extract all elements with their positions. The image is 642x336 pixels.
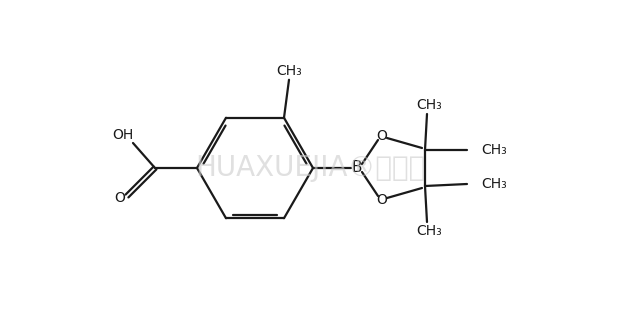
Text: B: B <box>352 161 362 175</box>
Text: O: O <box>377 129 387 143</box>
Text: HUAXUEJIA®化学加: HUAXUEJIA®化学加 <box>195 154 425 182</box>
Text: CH₃: CH₃ <box>481 177 507 191</box>
Text: CH₃: CH₃ <box>416 98 442 112</box>
Text: CH₃: CH₃ <box>416 224 442 238</box>
Text: O: O <box>377 193 387 207</box>
Text: CH₃: CH₃ <box>481 143 507 157</box>
Text: OH: OH <box>112 128 134 142</box>
Text: CH₃: CH₃ <box>276 64 302 78</box>
Text: O: O <box>114 191 125 205</box>
